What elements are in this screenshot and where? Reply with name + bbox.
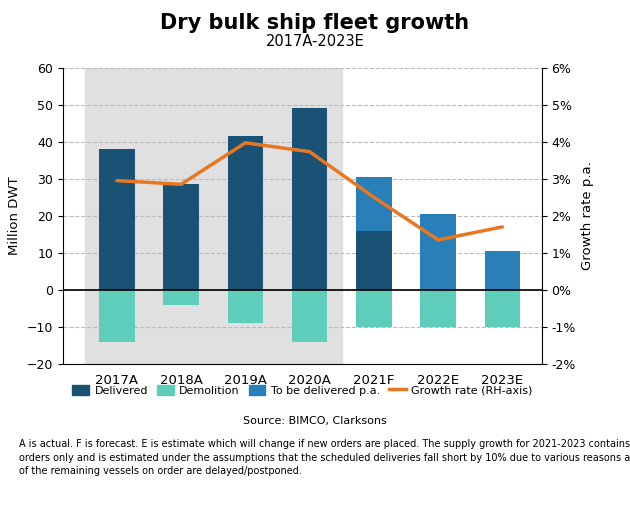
Text: Source: BIMCO, Clarksons: Source: BIMCO, Clarksons bbox=[243, 416, 387, 426]
Bar bbox=[292, 108, 328, 290]
Bar bbox=[163, 290, 199, 305]
Bar bbox=[163, 184, 199, 290]
Bar bbox=[227, 290, 263, 323]
Text: A is actual. F is forecast. E is estimate which will change if new orders are pl: A is actual. F is forecast. E is estimat… bbox=[19, 439, 630, 476]
Bar bbox=[484, 251, 520, 290]
Bar bbox=[484, 290, 520, 327]
Bar bbox=[356, 177, 391, 231]
Bar bbox=[99, 149, 135, 290]
Bar bbox=[85, 68, 341, 364]
Bar bbox=[420, 290, 455, 327]
Bar bbox=[292, 290, 328, 342]
Text: Dry bulk ship fleet growth: Dry bulk ship fleet growth bbox=[161, 13, 469, 33]
Y-axis label: Growth rate p.a.: Growth rate p.a. bbox=[581, 161, 595, 270]
Legend: Delivered, Demolition, To be delivered p.a., Growth rate (RH-axis): Delivered, Demolition, To be delivered p… bbox=[68, 380, 537, 400]
Bar bbox=[227, 136, 263, 290]
Y-axis label: Million DWT: Million DWT bbox=[8, 176, 21, 255]
Bar bbox=[356, 231, 391, 290]
Bar bbox=[356, 290, 391, 327]
Text: 2017A-2023E: 2017A-2023E bbox=[266, 34, 364, 49]
Bar bbox=[99, 290, 135, 342]
Bar bbox=[420, 214, 455, 290]
